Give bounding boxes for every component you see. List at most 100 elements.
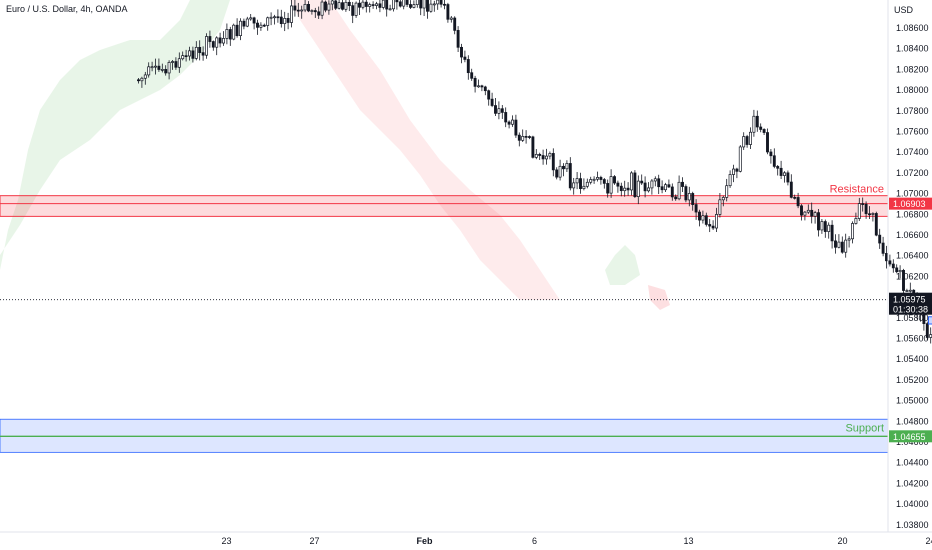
candle-body xyxy=(613,176,616,184)
candle-body xyxy=(194,46,198,59)
candle-body xyxy=(429,3,433,12)
candles-layer xyxy=(137,0,932,344)
candle-body xyxy=(364,1,368,7)
ichimoku-cloud-bullish xyxy=(0,0,230,270)
candle-body xyxy=(643,182,647,192)
candle-body xyxy=(766,132,769,153)
candle-body xyxy=(351,5,355,16)
candle-body xyxy=(711,225,715,229)
candle-body xyxy=(371,4,375,6)
candle-body xyxy=(840,241,844,253)
candle-body xyxy=(575,178,579,184)
candle-body xyxy=(572,182,576,189)
ichimoku-cloud-bearish-2 xyxy=(648,285,670,310)
candle-body xyxy=(538,153,542,156)
y-tick-label: 1.05600 xyxy=(896,334,929,344)
candle-body xyxy=(347,1,351,6)
x-tick-label: 20 xyxy=(837,536,847,546)
candle-body xyxy=(623,187,627,192)
y-tick-label: 1.04400 xyxy=(896,458,929,468)
candle-body xyxy=(579,178,582,189)
candle-body xyxy=(568,163,572,189)
candle-body xyxy=(895,267,899,273)
candle-body xyxy=(215,37,219,48)
candle-body xyxy=(483,86,487,92)
candle-body xyxy=(426,0,429,12)
candle-body xyxy=(582,185,586,189)
candle-body xyxy=(898,269,902,273)
candle-body xyxy=(147,66,151,76)
y-tick-label: 1.05200 xyxy=(896,375,929,385)
y-tick-label: 1.07200 xyxy=(896,168,929,178)
candle-body xyxy=(677,181,681,200)
candle-body xyxy=(324,1,327,11)
candle-body xyxy=(388,8,392,11)
candle-body xyxy=(796,197,800,207)
ichimoku-cloud-bearish xyxy=(290,0,560,300)
resistance-zone xyxy=(0,195,889,217)
candle-body xyxy=(487,90,491,100)
candle-body xyxy=(521,136,525,141)
candle-body xyxy=(772,155,776,167)
candle-body xyxy=(691,193,695,205)
candle-body xyxy=(545,155,548,160)
resistance-price-badge-bg xyxy=(889,197,932,210)
candle-body xyxy=(674,196,678,200)
candle-body xyxy=(286,18,290,23)
candle-body xyxy=(718,199,722,215)
candle-body xyxy=(470,72,474,79)
candle-body xyxy=(786,172,790,183)
candle-body xyxy=(269,16,273,19)
candle-body xyxy=(375,3,378,6)
candle-body xyxy=(752,115,756,133)
candle-body xyxy=(592,178,596,181)
candle-body xyxy=(456,30,460,48)
candle-body xyxy=(657,178,661,188)
candle-body xyxy=(164,69,168,74)
resistance-label: Resistance xyxy=(830,184,884,196)
y-tick-label: 1.08000 xyxy=(896,85,929,95)
candle-body xyxy=(320,1,324,16)
candle-body xyxy=(555,169,559,178)
y-tick-label: 1.06800 xyxy=(896,209,929,219)
candle-body xyxy=(419,0,423,9)
candle-body xyxy=(436,0,440,5)
candle-body xyxy=(402,0,406,7)
candle-body xyxy=(698,211,701,221)
y-tick-label: 1.06200 xyxy=(896,271,929,281)
candle-body xyxy=(817,212,820,231)
candle-body xyxy=(851,223,854,240)
candle-body xyxy=(211,41,215,48)
candle-body xyxy=(514,119,518,136)
x-tick-label: 27 xyxy=(309,536,319,546)
candle-body xyxy=(599,177,603,180)
x-tick-label: 24 xyxy=(925,536,932,546)
candle-body xyxy=(337,2,341,9)
candle-body xyxy=(249,17,253,20)
candle-body xyxy=(650,180,654,189)
candle-body xyxy=(310,10,314,12)
current-price-badge-countdown: 01:30:38 xyxy=(893,305,928,315)
candle-body xyxy=(725,185,729,198)
candle-body xyxy=(701,215,705,221)
candle-body xyxy=(181,55,185,60)
candle-body xyxy=(307,3,310,12)
candle-body xyxy=(460,46,463,58)
candle-body xyxy=(548,153,552,157)
candle-body xyxy=(871,213,875,215)
candle-body xyxy=(837,241,841,248)
candle-body xyxy=(392,0,395,10)
candle-body xyxy=(177,58,181,68)
candle-body xyxy=(844,239,848,253)
x-tick-label: 23 xyxy=(221,536,231,546)
y-tick-label: 1.08600 xyxy=(896,23,929,33)
candle-body xyxy=(262,24,266,27)
candle-body xyxy=(511,119,514,125)
candle-body xyxy=(891,263,895,269)
candle-body xyxy=(626,187,630,191)
y-tick-label: 1.07400 xyxy=(896,147,929,157)
y-tick-label: 1.08400 xyxy=(896,44,929,54)
